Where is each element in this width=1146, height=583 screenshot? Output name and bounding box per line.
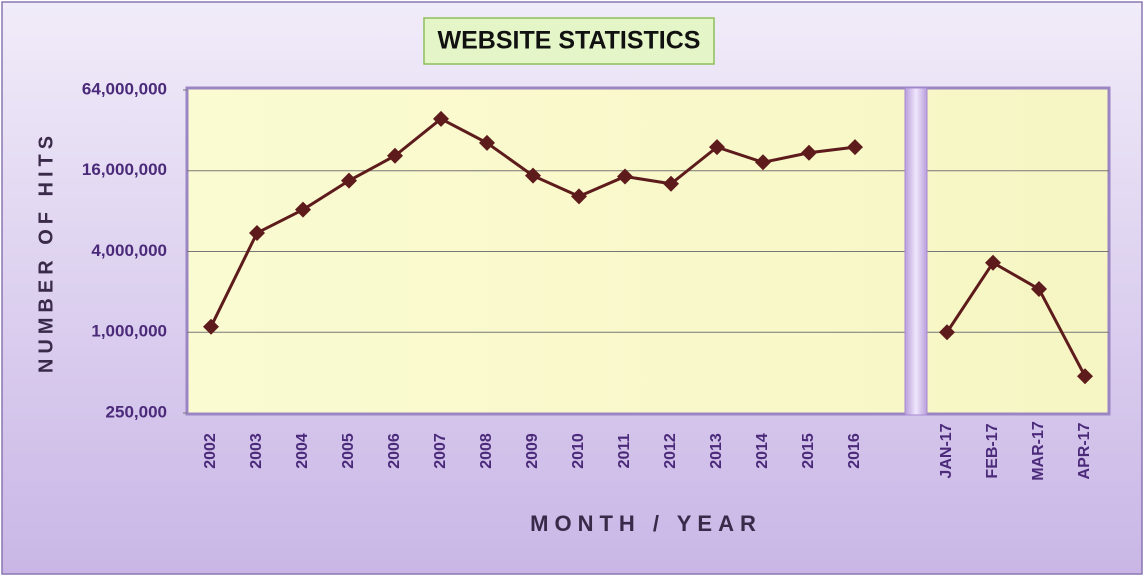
gap-divider (904, 87, 928, 416)
y-tick-label: 16,000,000 (82, 160, 167, 179)
data-point (341, 172, 357, 189)
data-point (939, 324, 955, 341)
y-axis-title: NUMBER OF HITS (35, 131, 57, 373)
data-point (755, 154, 771, 171)
data-point (985, 254, 1001, 271)
title-box (423, 17, 715, 65)
data-point (203, 318, 219, 335)
x-tick-label: 2003 (248, 433, 265, 469)
data-point (479, 134, 495, 151)
x-tick-label: 2002 (202, 433, 219, 469)
data-point (249, 224, 265, 241)
data-point (663, 175, 679, 192)
data-point (709, 139, 725, 156)
x-tick-label: 2006 (386, 433, 403, 469)
x-tick-label: 2014 (754, 433, 771, 469)
x-tick-label: JAN-17 (938, 423, 955, 478)
data-point (617, 168, 633, 185)
x-tick-label: APR-17 (1076, 422, 1093, 479)
data-point (525, 167, 541, 184)
x-tick-label: FEB-17 (984, 423, 1001, 478)
x-tick-label: 2009 (524, 433, 541, 469)
data-point (1077, 368, 1093, 385)
x-tick-label: 2016 (846, 433, 863, 469)
data-point (433, 110, 449, 127)
x-tick-label: 2015 (800, 433, 817, 469)
y-tick-label: 250,000 (106, 402, 167, 421)
data-point (847, 139, 863, 156)
x-tick-label: 2010 (570, 433, 587, 469)
x-tick-label: 2008 (478, 433, 495, 469)
chart-title: WEBSITE STATISTICS (438, 27, 701, 55)
data-point (1031, 281, 1047, 298)
y-tick-label: 64,000,000 (82, 79, 167, 98)
x-tick-label: 2005 (340, 433, 357, 469)
data-point (387, 147, 403, 164)
x-tick-label: MAR-17 (1030, 421, 1047, 481)
x-tick-label: 2007 (432, 433, 449, 469)
data-point (295, 201, 311, 218)
x-tick-label: 2004 (294, 433, 311, 469)
data-point (571, 188, 587, 205)
x-tick-label: 2011 (616, 434, 633, 469)
data-point (801, 144, 817, 161)
series-line (945, 260, 1087, 377)
x-tick-label: 2013 (708, 433, 725, 469)
y-tick-label: 1,000,000 (91, 322, 167, 341)
x-tick-label: 2012 (662, 433, 679, 469)
y-tick-label: 4,000,000 (91, 241, 167, 260)
x-axis-title: MONTH / YEAR (530, 511, 762, 536)
